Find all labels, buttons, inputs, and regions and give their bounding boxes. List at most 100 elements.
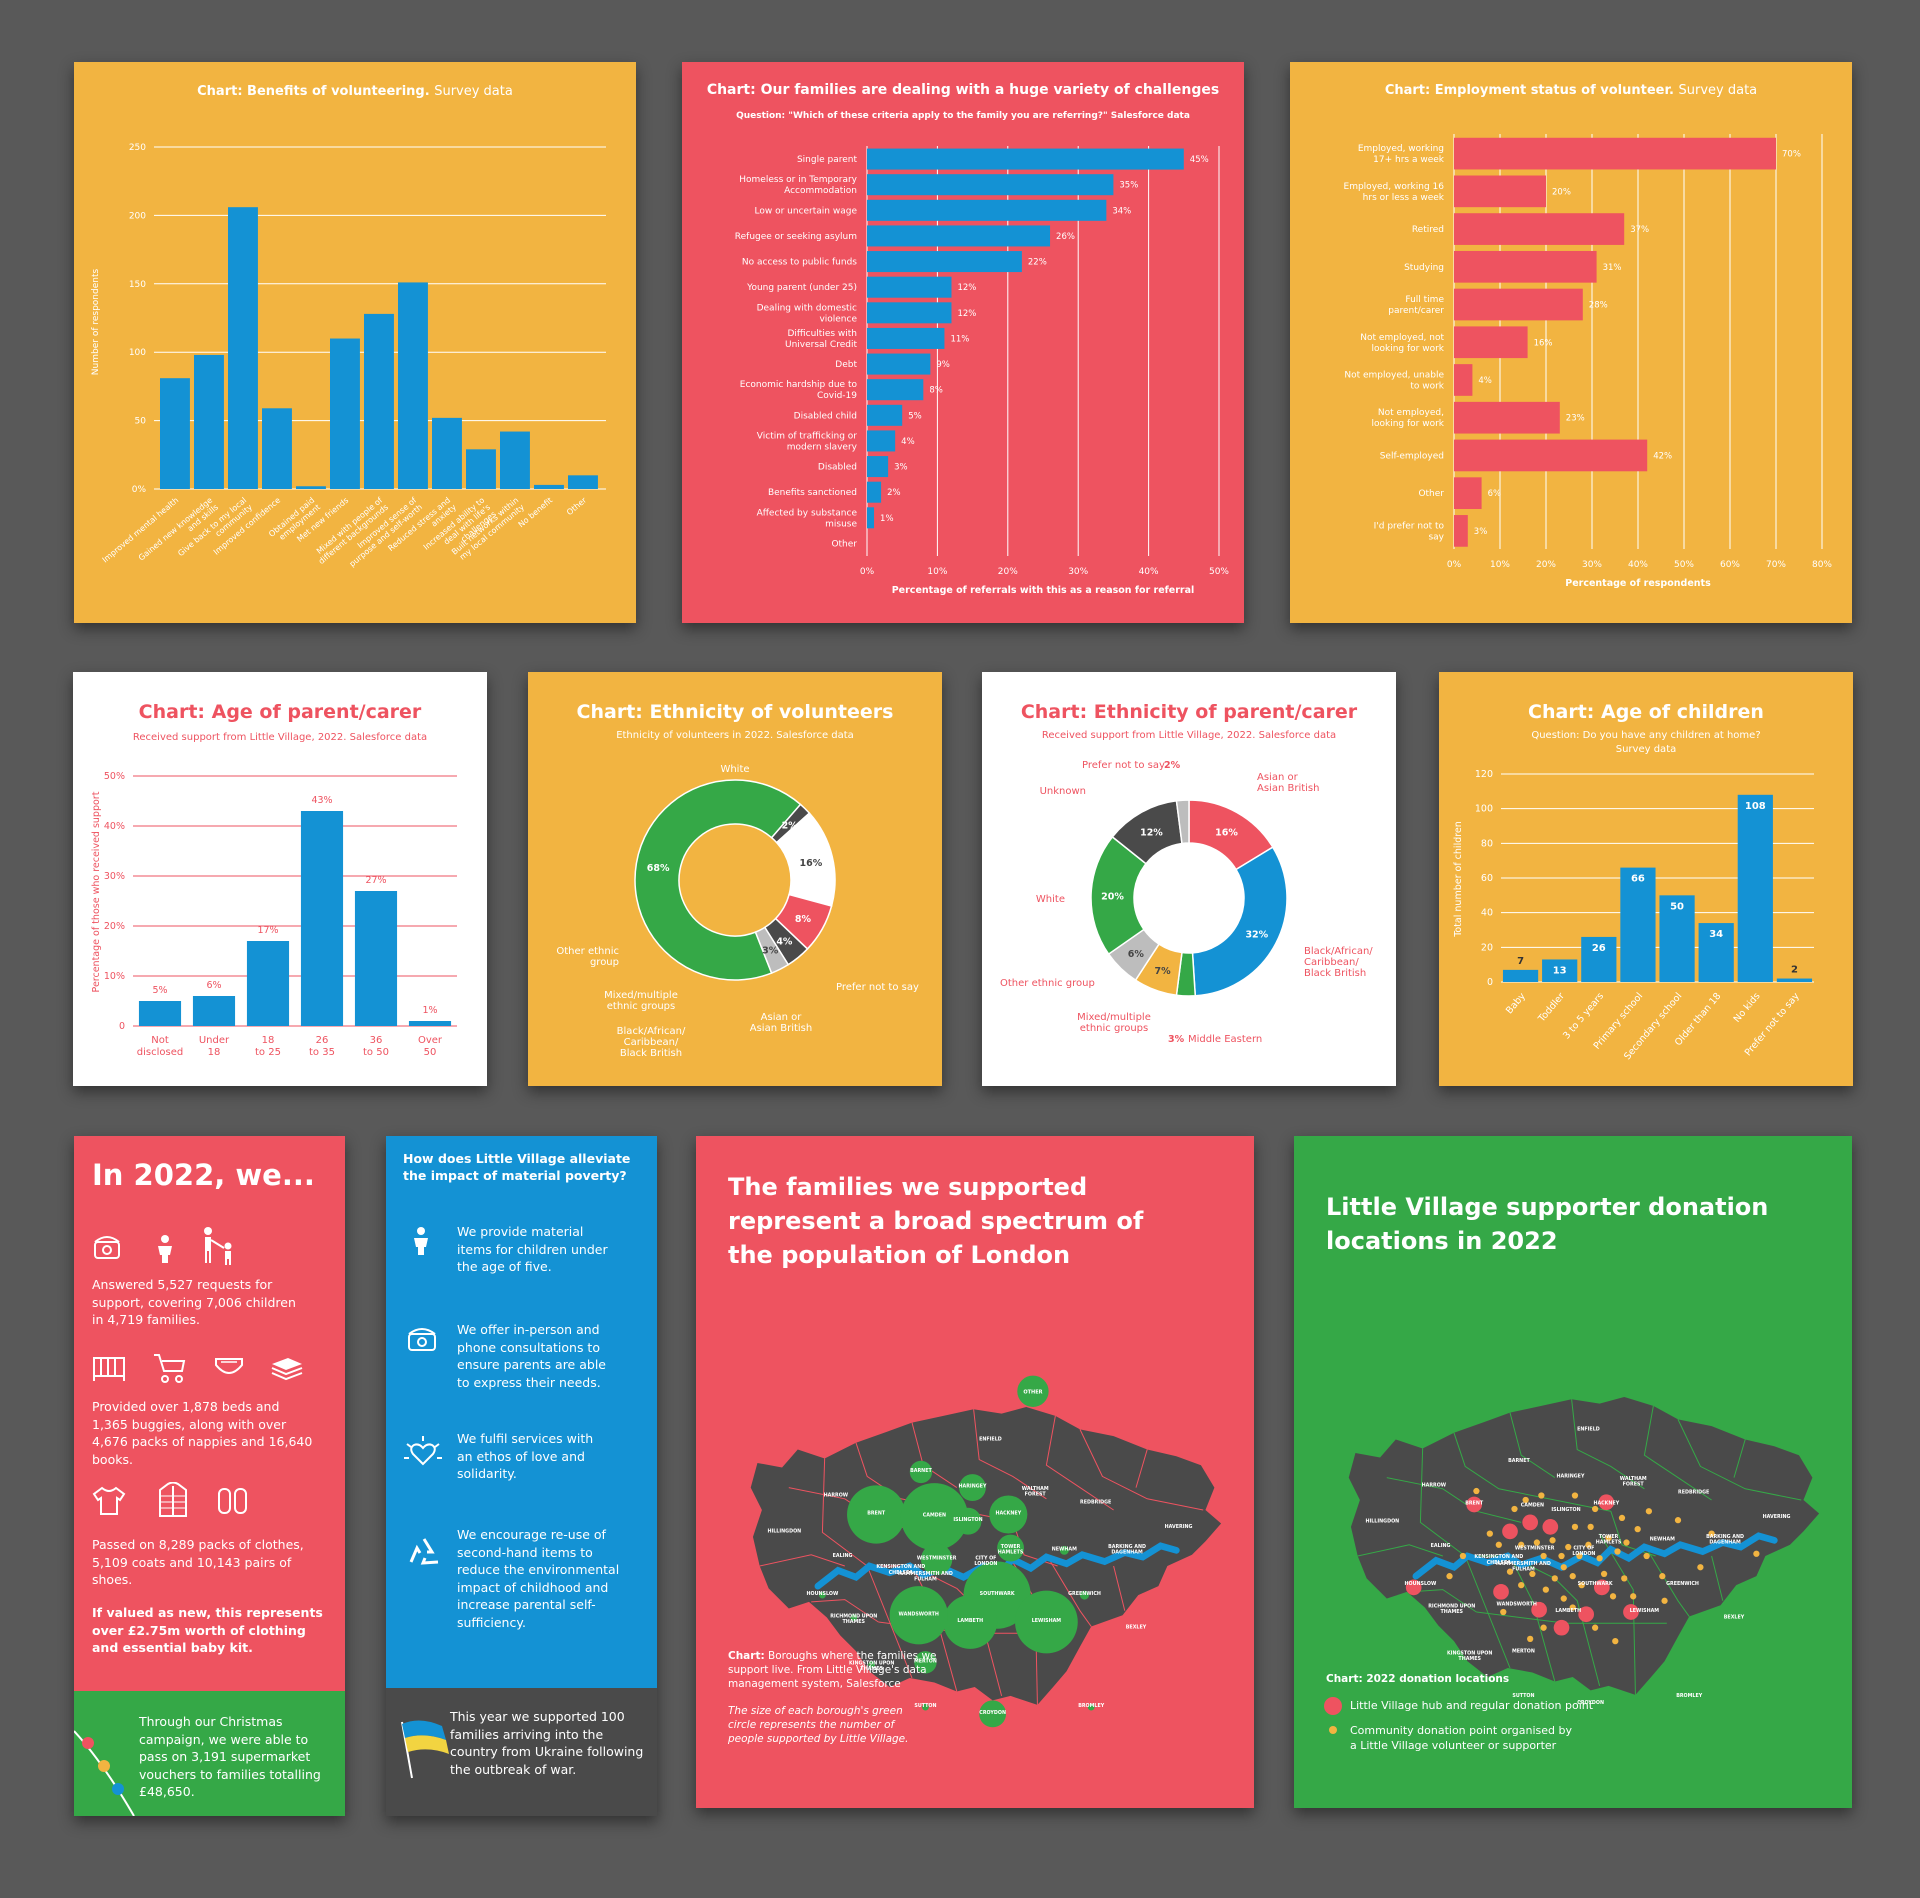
bar-value-label: 7 bbox=[1517, 956, 1524, 967]
hub-donation-point bbox=[1502, 1523, 1518, 1540]
bar-value-label: 43% bbox=[311, 795, 332, 806]
borough-circle bbox=[914, 1651, 937, 1674]
y-axis-label: Total number of children bbox=[1453, 821, 1464, 938]
pie-slice bbox=[1175, 799, 1190, 845]
borough-circle bbox=[1087, 1703, 1095, 1711]
slice-category-label: Other ethnic group bbox=[556, 946, 619, 968]
x-tick-label: 20% bbox=[1536, 560, 1556, 570]
borough-label: BRENT bbox=[867, 1510, 886, 1516]
community-donation-point bbox=[1560, 1564, 1567, 1571]
borough-label: ISLINGTON bbox=[1551, 1507, 1580, 1513]
bar bbox=[1454, 401, 1560, 434]
borough-circle bbox=[850, 1614, 858, 1621]
hub-donation-point bbox=[1623, 1604, 1639, 1620]
community-donation-point bbox=[1623, 1539, 1630, 1546]
x-tick-label: Under 18 bbox=[199, 1035, 230, 1058]
employment-chart: Chart: Employment status of volunteer. S… bbox=[1344, 83, 1833, 589]
x-tick-label: Over 50 bbox=[418, 1035, 443, 1058]
bar bbox=[246, 941, 290, 1026]
bar bbox=[192, 996, 236, 1026]
y-tick-label: 40 bbox=[1481, 908, 1493, 919]
in-2022-clothes-text: Passed on 8,289 packs of clothes, 5,109 … bbox=[92, 1537, 304, 1587]
community-donation-point bbox=[1522, 1496, 1529, 1504]
borough-label: LEWISHAM bbox=[1630, 1608, 1660, 1614]
borough-circle bbox=[922, 1703, 929, 1711]
donations-map-title: Little Village supporter donation locati… bbox=[1326, 1193, 1769, 1255]
pie-slice bbox=[1191, 846, 1288, 997]
borough-label: BARNET bbox=[910, 1468, 932, 1474]
borough-label: LAMBETH bbox=[1555, 1608, 1581, 1614]
community-donation-point bbox=[1549, 1537, 1556, 1544]
community-donation-point bbox=[1697, 1564, 1704, 1571]
borough-label: WALTHAM FOREST bbox=[1620, 1476, 1647, 1488]
legend-community-dot bbox=[1329, 1726, 1337, 1734]
borough-border bbox=[1610, 1511, 1656, 1557]
borough-label: LAMBETH bbox=[957, 1618, 983, 1624]
borough-label: HACKNEY bbox=[995, 1510, 1021, 1516]
material-poverty-title: How does Little Village alleviate the im… bbox=[403, 1151, 631, 1183]
y-tick-label: 120 bbox=[1475, 769, 1493, 780]
bar bbox=[867, 456, 889, 478]
y-tick-label: 100 bbox=[1475, 804, 1493, 815]
borough-label: BEXLEY bbox=[1724, 1615, 1745, 1621]
category-label: Affected by substance misuse bbox=[757, 508, 858, 529]
bar-value-label: 5% bbox=[152, 985, 167, 996]
borough-label: CITY OF LONDON bbox=[1572, 1545, 1595, 1557]
slice-category-label: Black/African/Caribbean/Black British bbox=[617, 1026, 686, 1059]
borough-border bbox=[811, 1599, 879, 1623]
slice-value-label: 12% bbox=[1140, 827, 1163, 838]
buggy-icon bbox=[152, 1352, 186, 1388]
community-donation-point bbox=[1587, 1523, 1594, 1531]
bar bbox=[1454, 250, 1597, 283]
borough-label: HOUNSLOW bbox=[1405, 1581, 1437, 1587]
slice-value-label: 32% bbox=[1245, 929, 1268, 940]
bar-value-label: 42% bbox=[1653, 451, 1672, 461]
age-parent-chart: Chart: Age of parent/carer Received suppo… bbox=[91, 701, 457, 1058]
ukraine-text: This year we supported 100 families arri… bbox=[450, 1709, 644, 1777]
bar bbox=[1454, 137, 1776, 170]
borough-border bbox=[1113, 1565, 1126, 1611]
x-tick-label: 26 to 35 bbox=[309, 1035, 335, 1058]
age-children-chart: Chart: Age of children Question: Do you h… bbox=[1453, 701, 1814, 1062]
chart-title: Chart: Ethnicity of volunteers bbox=[577, 701, 894, 723]
borough-label: KINGSTON UPON THAMES bbox=[849, 1661, 894, 1673]
bar bbox=[867, 225, 1051, 247]
families-map-caption-text: Boroughs where the families we support l… bbox=[728, 1650, 937, 1690]
bar bbox=[867, 302, 952, 324]
slice-value-label: 3% bbox=[762, 946, 779, 957]
borough-label: ISLINGTON bbox=[953, 1517, 982, 1523]
bar bbox=[534, 484, 564, 489]
borough-border bbox=[1079, 1429, 1204, 1511]
borough-label: HILLINGDON bbox=[1365, 1518, 1399, 1524]
bar bbox=[364, 313, 394, 489]
borough-label: CROYDON bbox=[1577, 1700, 1604, 1706]
bar-value-label: 11% bbox=[950, 334, 969, 344]
community-donation-point bbox=[1542, 1586, 1549, 1593]
slice-value-label: 68% bbox=[647, 863, 670, 874]
other-label: OTHER bbox=[1023, 1390, 1042, 1396]
bar bbox=[1454, 515, 1468, 547]
chart-subtitle: Question: Do you have any children at ho… bbox=[1531, 730, 1760, 755]
borough-label: BRENT bbox=[1465, 1500, 1484, 1506]
borough-label: KENSINGTON AND CHELSEA bbox=[876, 1564, 925, 1576]
community-donation-point bbox=[1500, 1608, 1507, 1616]
bar bbox=[1454, 477, 1482, 510]
borough-label: SUTTON bbox=[914, 1703, 936, 1709]
slice-category-label: Other ethnic group bbox=[1000, 978, 1095, 989]
chart-title: Chart: Age of children bbox=[1528, 701, 1764, 723]
community-donation-point bbox=[1634, 1525, 1641, 1533]
families-map-title: The families we supported represent a br… bbox=[728, 1173, 1144, 1269]
bar-value-label: 12% bbox=[957, 309, 976, 319]
ethnicity-volunteers-chart: Chart: Ethnicity of volunteers Ethnicity … bbox=[556, 701, 919, 1059]
community-donation-point bbox=[1565, 1543, 1572, 1551]
legend-hub-dot bbox=[1324, 1697, 1342, 1715]
slice-category-label: White bbox=[1036, 894, 1065, 905]
borough-circle bbox=[847, 1485, 906, 1544]
bar-value-label: 13 bbox=[1553, 965, 1567, 976]
bar-value-label: 6% bbox=[1488, 489, 1502, 499]
y-tick-label: 0 bbox=[1487, 977, 1493, 988]
legend-community-label: Community donation point organised by a … bbox=[1350, 1724, 1572, 1752]
bar bbox=[867, 174, 1114, 196]
bar bbox=[1502, 969, 1539, 982]
community-donation-point bbox=[1518, 1581, 1525, 1589]
